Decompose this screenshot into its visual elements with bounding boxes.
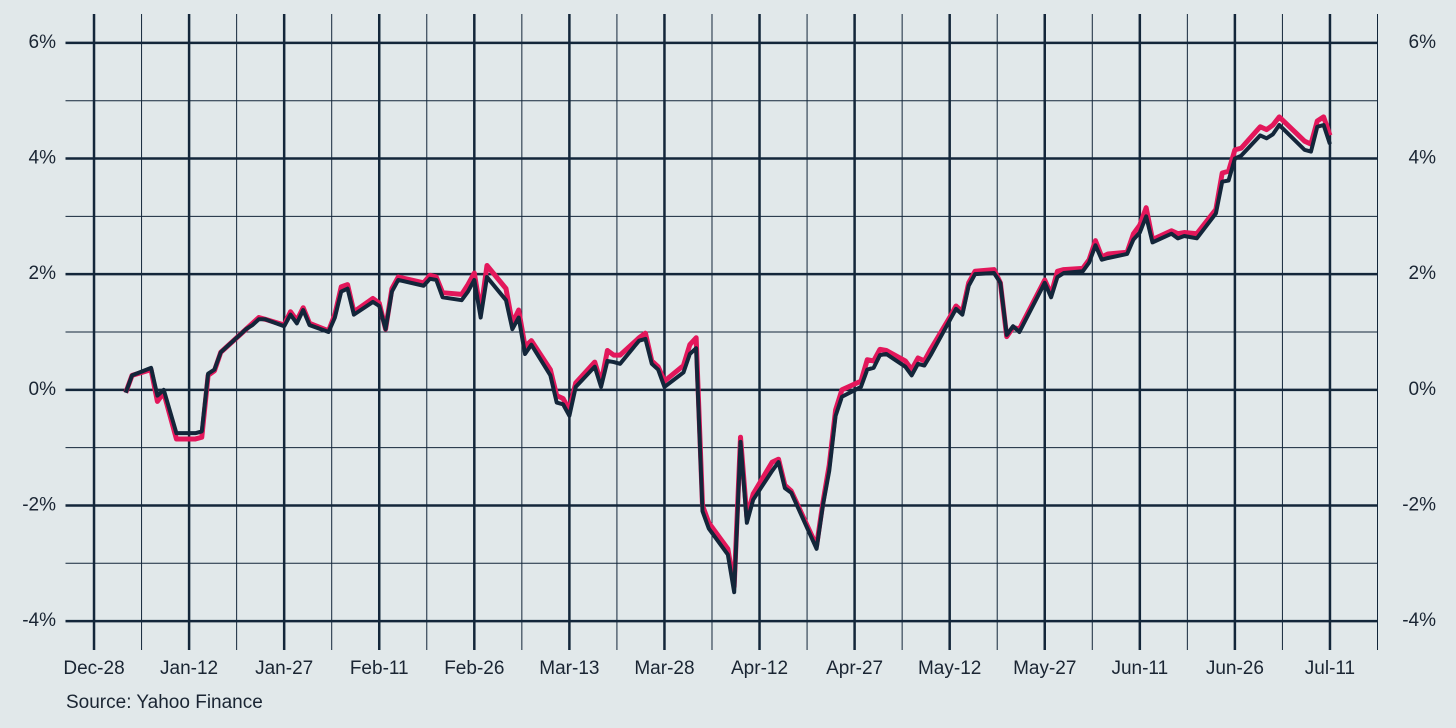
x-tick-label: Feb-26 bbox=[444, 658, 504, 679]
source-note: Source: Yahoo Finance bbox=[66, 692, 263, 713]
x-tick-label: Jun-26 bbox=[1206, 658, 1264, 679]
plot-area bbox=[123, 114, 1333, 595]
y-tick-label-right: 4% bbox=[1409, 148, 1437, 169]
x-tick-label: Dec-28 bbox=[63, 658, 124, 679]
x-tick-label: Mar-13 bbox=[539, 658, 599, 679]
grid: Dec-28 Jan-12 Jan-27 Feb-11 Feb-26 Mar-13 Mar-… bbox=[22, 14, 1436, 679]
y-tick-label: 4% bbox=[29, 148, 57, 169]
x-tick-label: May-12 bbox=[918, 658, 981, 679]
y-tick-label: -2% bbox=[22, 494, 56, 515]
x-tick-label: Apr-27 bbox=[826, 658, 883, 679]
x-tick-label: Jan-12 bbox=[160, 658, 218, 679]
x-tick-label: Jan-27 bbox=[255, 658, 313, 679]
x-tick-label: Mar-28 bbox=[634, 658, 694, 679]
series-line bbox=[123, 114, 1333, 589]
y-tick-label-right: -4% bbox=[1402, 610, 1436, 631]
y-tick-label: -4% bbox=[22, 610, 56, 631]
x-tick-label: May-27 bbox=[1013, 658, 1076, 679]
y-tick-label: 0% bbox=[29, 379, 57, 400]
y-tick-label-right: 0% bbox=[1409, 379, 1437, 400]
x-tick-label: Apr-12 bbox=[731, 658, 788, 679]
x-tick-label: Jul-11 bbox=[1305, 658, 1355, 679]
x-tick-label: Jun-11 bbox=[1111, 658, 1168, 679]
x-tick-label: Feb-11 bbox=[350, 658, 409, 679]
y-tick-label: 2% bbox=[29, 263, 57, 284]
series-line bbox=[123, 123, 1332, 595]
y-tick-label: 6% bbox=[29, 32, 57, 53]
y-tick-label-right: -2% bbox=[1402, 494, 1436, 515]
y-tick-label-right: 6% bbox=[1409, 32, 1437, 53]
y-tick-label-right: 2% bbox=[1409, 263, 1437, 284]
